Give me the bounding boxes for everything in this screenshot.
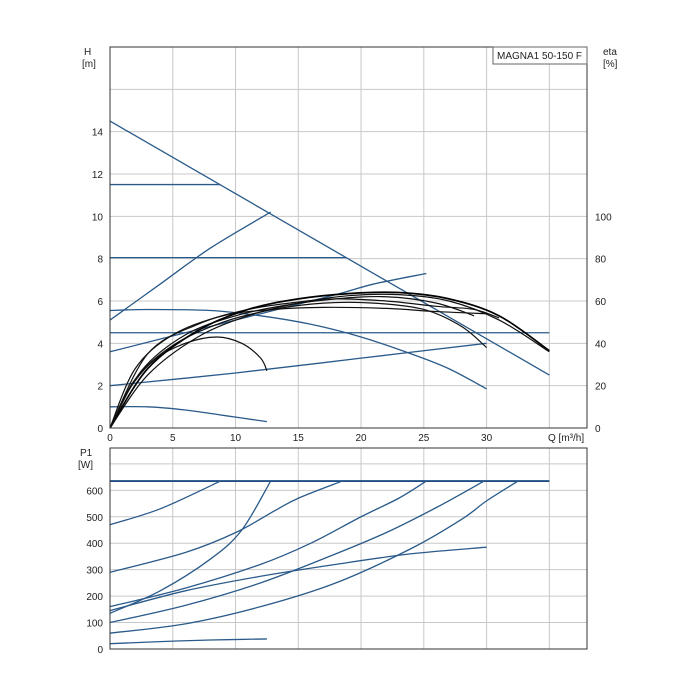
- head-chart-axes: 0 5 10 15 20 25 30 0 2 4 6 8 10 12 14 0 20 40 60 80 100: [92, 128, 612, 444]
- power-chart-curves: [109, 480, 550, 645]
- power-chart-frame: [109, 447, 588, 650]
- head-tick-label: 2: [97, 382, 103, 393]
- head-tick-label: 14: [92, 128, 104, 139]
- eta-tick-label: 80: [595, 255, 607, 266]
- head-curve: [109, 308, 487, 390]
- power-curve: [109, 480, 272, 614]
- flow-tick-label: 20: [355, 433, 367, 444]
- power-chart-axes: 0 100 200 300 400 500 600: [86, 486, 103, 656]
- power-tick-label: 0: [97, 645, 103, 656]
- head-tick-label: 8: [97, 255, 103, 266]
- head-tick-label: 12: [92, 170, 104, 181]
- efficiency-curve: [109, 301, 487, 429]
- efficiency-curve: [109, 293, 550, 429]
- head-axis-unit: [m]: [82, 59, 96, 70]
- power-curve: [109, 480, 485, 624]
- eta-axis-unit: [%]: [603, 59, 618, 70]
- flow-tick-label: 10: [230, 433, 242, 444]
- head-curve: [109, 211, 272, 321]
- power-tick-label: 300: [86, 566, 103, 577]
- power-tick-label: 200: [86, 592, 103, 603]
- power-axis-label: P1: [80, 448, 93, 459]
- eta-tick-label: 60: [595, 297, 607, 308]
- power-curve: [109, 638, 267, 645]
- head-tick-label: 10: [92, 212, 104, 223]
- head-chart-curves: [109, 120, 550, 429]
- flow-tick-label: 0: [107, 433, 113, 444]
- head-curve: [109, 272, 427, 353]
- power-axis-unit: [W]: [78, 460, 93, 471]
- head-curve: [109, 120, 550, 376]
- legend-text: MAGNA1 50-150 F: [497, 51, 582, 62]
- flow-tick-label: 15: [293, 433, 305, 444]
- eta-axis-label: eta: [603, 47, 617, 58]
- flow-tick-label: 5: [170, 433, 176, 444]
- eta-tick-label: 40: [595, 339, 607, 350]
- head-curve: [109, 342, 487, 387]
- power-tick-label: 100: [86, 619, 103, 630]
- eta-tick-label: 0: [595, 424, 601, 435]
- head-chart-frame: [109, 46, 588, 429]
- power-curve: [109, 480, 221, 526]
- head-axis-label: H: [84, 47, 91, 58]
- power-curve: [109, 480, 519, 634]
- power-curve: [109, 480, 343, 573]
- head-tick-label: 0: [97, 424, 103, 435]
- flow-axis-label: Q [m³/h]: [548, 433, 584, 444]
- eta-tick-label: 20: [595, 382, 607, 393]
- head-tick-label: 4: [97, 339, 103, 350]
- power-tick-label: 400: [86, 539, 103, 550]
- flow-tick-label: 30: [481, 433, 493, 444]
- head-chart-grid: [110, 47, 587, 428]
- flow-tick-label: 25: [418, 433, 430, 444]
- power-tick-label: 600: [86, 486, 103, 497]
- power-tick-label: 500: [86, 513, 103, 524]
- eta-tick-label: 100: [595, 212, 612, 223]
- head-tick-label: 6: [97, 297, 103, 308]
- power-curve: [109, 480, 427, 608]
- legend-box: [492, 46, 588, 65]
- power-curve: [109, 546, 487, 612]
- efficiency-curve: [109, 291, 550, 429]
- head-curve: [109, 405, 268, 423]
